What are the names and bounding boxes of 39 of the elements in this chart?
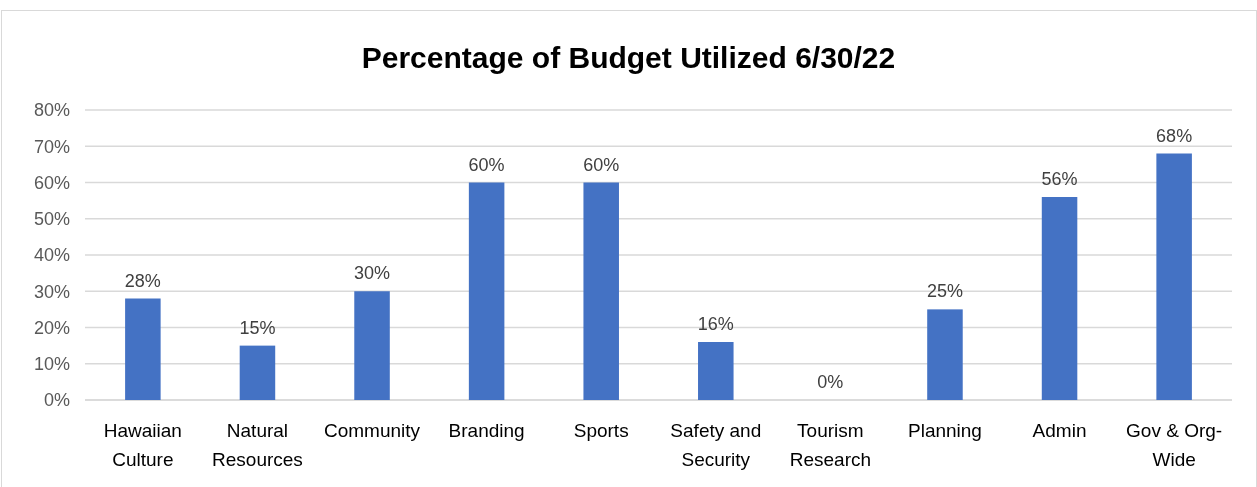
x-tick-label: Safety and Security	[670, 420, 762, 470]
x-tick-label: Sports	[573, 420, 629, 441]
chart-title: Percentage of Budget Utilized 6/30/22	[361, 41, 896, 74]
x-tick-label: Planning	[907, 420, 982, 441]
y-tick-label: 30%	[33, 281, 70, 302]
x-tick-label: Branding	[448, 420, 525, 441]
y-tick-label: 40%	[33, 245, 70, 266]
bar	[125, 298, 161, 400]
x-tick-label: Natural Resources	[212, 420, 303, 470]
data-label: 56%	[1041, 169, 1078, 189]
y-tick-label: 20%	[33, 317, 70, 338]
y-tick-label: 60%	[33, 172, 70, 193]
x-tick-label: Tourism Research	[789, 420, 872, 470]
y-tick-label: 80%	[33, 100, 70, 121]
x-tick-label: Gov & Org-Wide	[1126, 420, 1223, 470]
bar	[354, 291, 390, 400]
data-label: 60%	[468, 154, 505, 175]
bar	[583, 182, 619, 400]
bar	[698, 342, 734, 400]
data-label: 0%	[817, 372, 844, 392]
y-tick-label: 70%	[33, 136, 70, 157]
data-label: 16%	[697, 314, 734, 334]
y-tick-label: 50%	[33, 209, 70, 230]
bar	[468, 182, 505, 400]
bar	[927, 309, 963, 400]
data-label: 68%	[1156, 125, 1193, 146]
x-tick-label: Hawaiian Culture	[103, 420, 182, 470]
data-label: 25%	[926, 281, 963, 302]
x-tick-label: Community	[324, 420, 421, 441]
data-label: 30%	[354, 263, 391, 284]
y-tick-label: 10%	[33, 354, 70, 375]
bar	[1156, 153, 1192, 400]
data-label: 28%	[124, 270, 161, 291]
bar	[239, 345, 276, 400]
data-label: 15%	[239, 317, 276, 338]
bar	[1041, 197, 1078, 400]
y-tick-label: 0%	[43, 390, 70, 411]
x-tick-label: Admin	[1032, 420, 1087, 441]
data-label: 60%	[583, 154, 620, 175]
